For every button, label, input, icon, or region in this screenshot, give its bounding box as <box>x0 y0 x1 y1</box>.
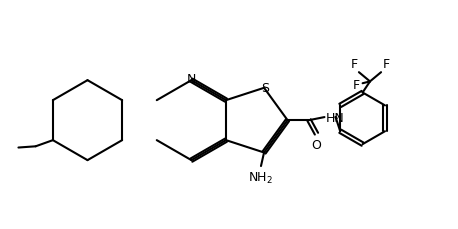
Text: O: O <box>311 138 322 151</box>
Text: N: N <box>187 73 196 86</box>
Text: NH$_2$: NH$_2$ <box>249 171 273 186</box>
Text: F: F <box>382 57 389 70</box>
Text: S: S <box>261 82 269 95</box>
Text: HN: HN <box>326 111 344 124</box>
Text: F: F <box>350 57 358 70</box>
Text: F: F <box>353 79 360 92</box>
